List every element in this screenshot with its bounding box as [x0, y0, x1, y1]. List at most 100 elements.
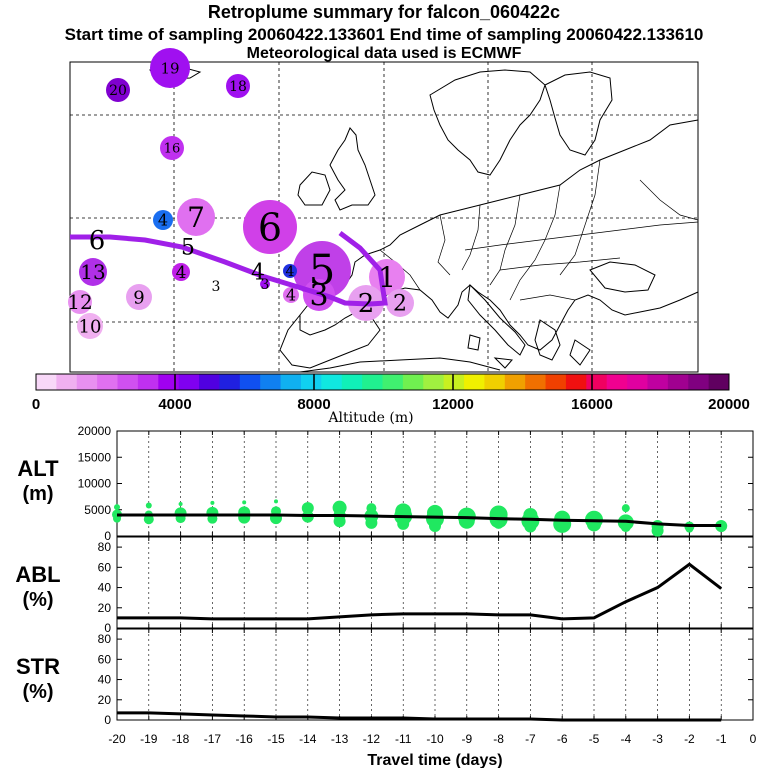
y-tick-label: 0	[104, 713, 111, 727]
plume-circle	[79, 258, 107, 286]
altitude-dot	[620, 522, 631, 533]
x-tick-label: -14	[299, 732, 317, 746]
colorbar-swatch	[565, 374, 587, 390]
colorbar-swatch	[76, 374, 98, 390]
y-tick-label: 10000	[78, 477, 112, 491]
plume-circle	[226, 74, 250, 98]
plume-day-label: 5	[309, 246, 336, 295]
y-tick-label: 5000	[84, 503, 111, 517]
str-line	[117, 711, 722, 722]
x-tick-label: -3	[652, 732, 663, 746]
map-graticule	[70, 62, 698, 372]
x-tick-label: -16	[236, 732, 254, 746]
panel-frame	[116, 536, 754, 629]
plume-circle	[283, 287, 299, 303]
colorbar-swatch	[178, 374, 200, 390]
colorbar-swatch	[36, 374, 57, 390]
colorbar-swatch	[647, 374, 669, 390]
colorbar-swatch	[219, 374, 241, 390]
x-tick-label: -17	[204, 732, 222, 746]
altitude-dot	[114, 504, 120, 511]
y-tick-label: 60	[98, 560, 112, 574]
x-tick-label: -19	[140, 732, 158, 746]
colorbar-swatch	[158, 374, 180, 390]
altitude-dot	[716, 522, 727, 533]
country-borders	[379, 159, 699, 301]
plume-circle	[172, 263, 190, 281]
y-tick-label: 80	[98, 540, 112, 554]
plume-day-label: 2	[358, 289, 375, 319]
plume-day-label: 20	[109, 83, 127, 99]
plume-circle	[68, 290, 92, 314]
colorbar-swatch	[688, 374, 710, 390]
colorbar-swatch	[56, 374, 78, 390]
plume-circle	[77, 313, 103, 339]
altitude-dot	[429, 520, 441, 533]
plume-circle	[283, 264, 297, 278]
plume-circle	[260, 279, 270, 289]
panel-unit: (%)	[22, 589, 53, 611]
plume-day-label: 4	[176, 263, 187, 283]
altitude-dot	[621, 504, 630, 513]
y-tick-label: 20	[98, 693, 112, 707]
plume-circle	[243, 200, 297, 254]
x-tick-label: -8	[493, 732, 504, 746]
y-tick-label: 40	[98, 581, 112, 595]
colorbar-swatch	[362, 374, 383, 390]
x-tick-label: -13	[331, 732, 349, 746]
y-tick-label: 20000	[78, 424, 112, 438]
panel-label: STR	[16, 654, 60, 679]
colorbar-swatch	[504, 374, 526, 390]
altitude-dot	[493, 518, 504, 529]
altitude-mean-line	[117, 513, 722, 527]
colorbar-swatch	[545, 374, 567, 390]
plume-circle	[106, 78, 130, 102]
plume-day-label: 5	[181, 236, 195, 261]
colorbar-swatch	[137, 374, 159, 390]
plume-day-label: 19	[160, 59, 179, 77]
altitude-dot	[238, 511, 251, 524]
colorbar-swatch	[300, 374, 322, 390]
altitude-dot	[458, 512, 475, 529]
plume-day-label: 18	[229, 79, 247, 95]
panel-label: ABL	[15, 562, 60, 587]
altitude-dot	[553, 514, 572, 533]
y-tick-label: 80	[98, 632, 112, 646]
colorbar-swatch	[260, 374, 282, 390]
colorbar-swatch	[586, 374, 608, 390]
altitude-colorbar: 0 4000 8000 12000 16000 20000 Altitude (m)	[32, 373, 750, 426]
altitude-dot	[242, 500, 247, 505]
colorbar-swatch	[382, 374, 404, 390]
plume-day-label: 4	[251, 261, 265, 286]
altitude-dot	[178, 501, 183, 506]
plume-day-label: 3	[261, 277, 270, 293]
altitude-dot	[274, 499, 278, 504]
x-tick-label: -11	[395, 732, 412, 746]
plume-day-label: 7	[187, 201, 205, 234]
sampling-times: Start time of sampling 20060422.133601 E…	[64, 25, 704, 44]
plume-day-label: 13	[80, 260, 105, 284]
y-tick-label: 40	[98, 673, 112, 687]
colorbar-swatch	[423, 374, 445, 390]
colorbar-swatch	[627, 374, 648, 390]
x-tick-label: -12	[363, 732, 381, 746]
x-tick-label: 0	[750, 732, 757, 746]
x-axis-label: Travel time (days)	[367, 752, 502, 768]
altitude-dot	[301, 502, 314, 515]
plume-day-label: 2	[393, 292, 407, 317]
y-tick-label: 15000	[78, 450, 112, 464]
plume-day-label: 3	[212, 279, 221, 295]
y-tick-label: 60	[98, 652, 112, 666]
colorbar-swatch	[280, 374, 302, 390]
panel-unit: (m)	[22, 483, 53, 505]
x-tick-label: -15	[267, 732, 285, 746]
colorbar-swatch	[117, 374, 139, 390]
plume-markers	[68, 48, 414, 339]
timeseries-panels: 05000100001500020000ALT(m)020406080ABL(%…	[15, 424, 756, 768]
plume-circle	[177, 198, 215, 236]
colorbar-swatch	[484, 374, 506, 390]
panel-abl: 0 20 40 60 80 ABL(%)	[15, 536, 754, 635]
panel-alt: 0 5000 10000 15000 20000 ALT(m)	[17, 424, 754, 543]
